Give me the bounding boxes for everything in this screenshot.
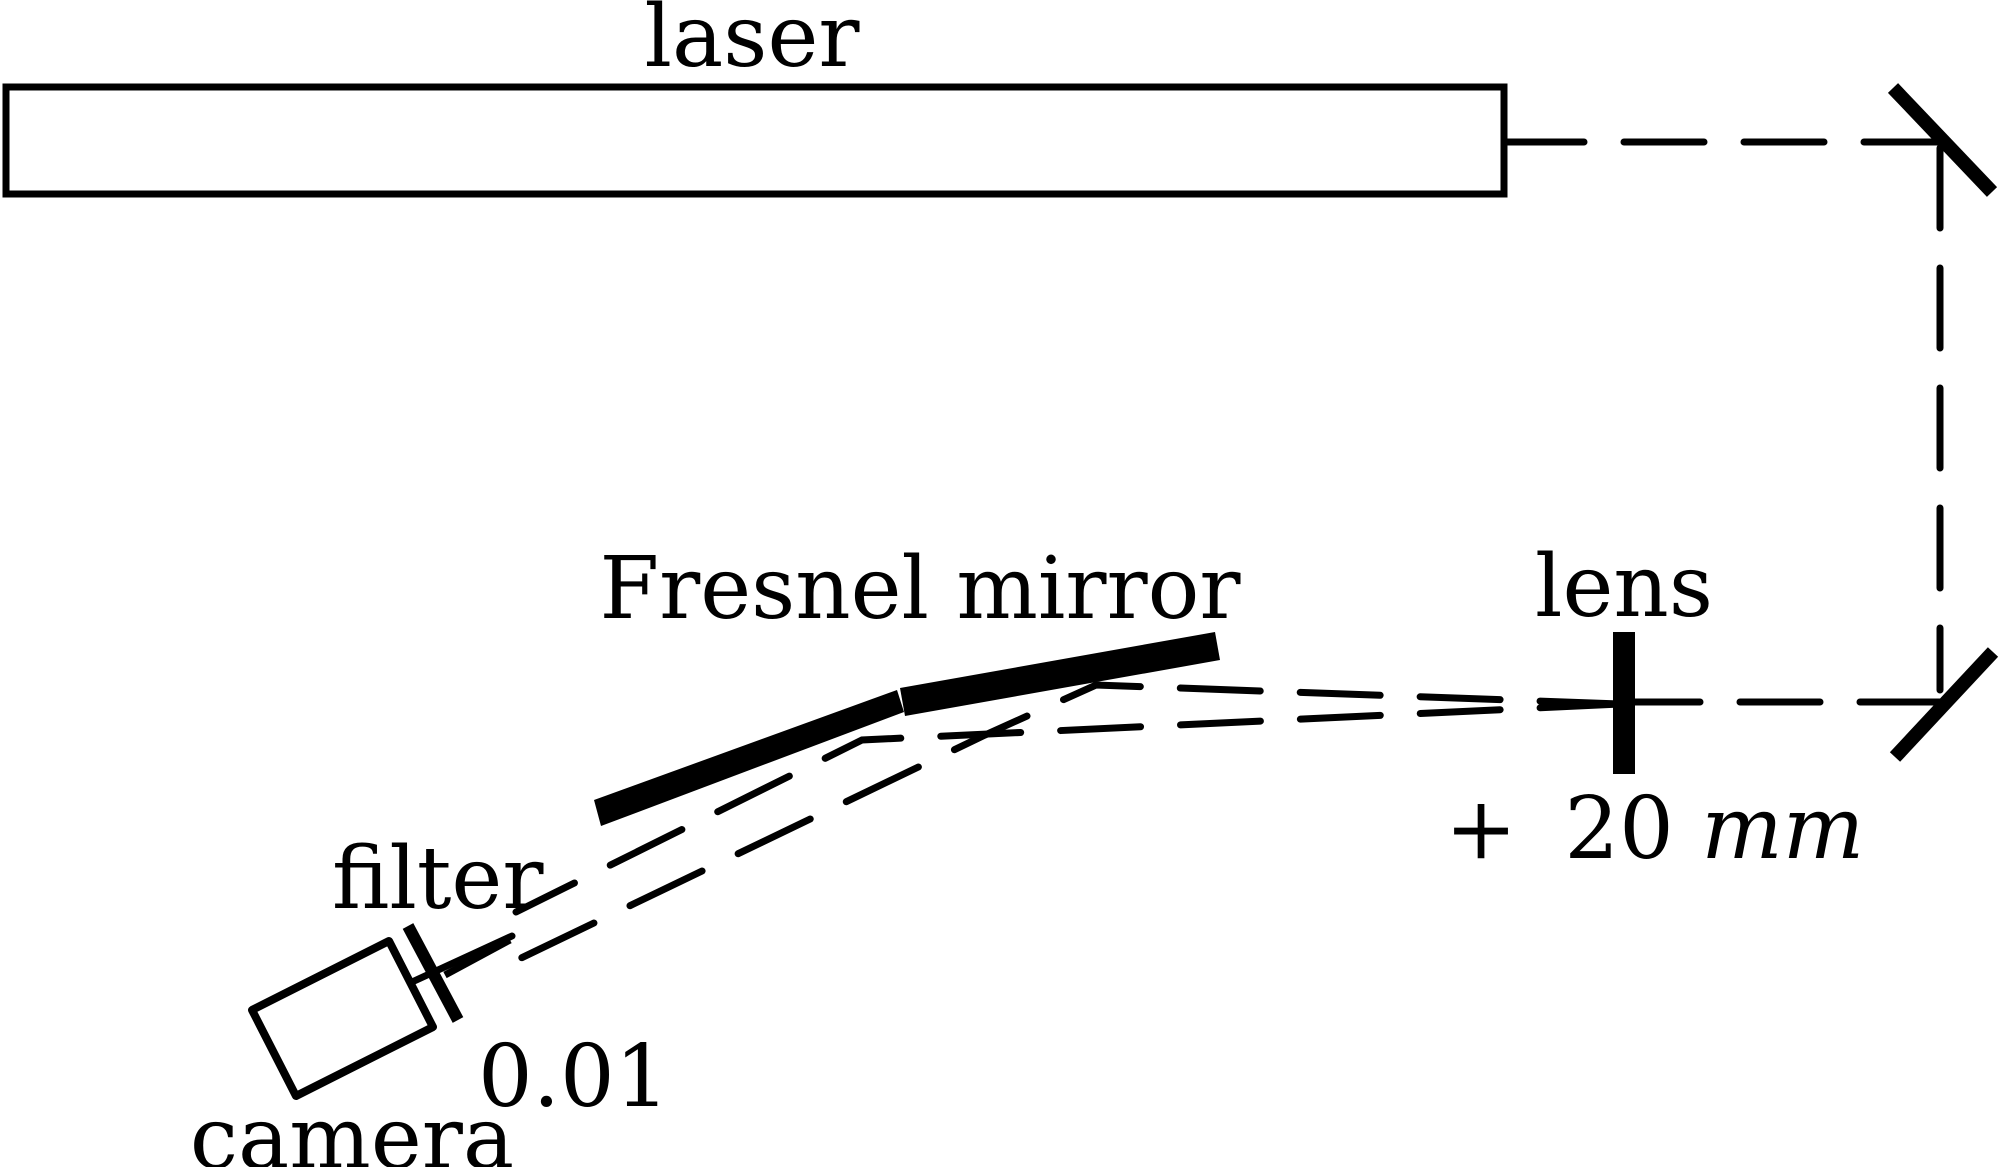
beam-lower-path xyxy=(512,700,1624,916)
laser-body xyxy=(2,83,1508,198)
lens-label: lens xyxy=(1535,537,1713,637)
fold-mirror-bottom xyxy=(1889,647,1999,762)
filter-label: filter xyxy=(332,829,544,929)
laser-label: laser xyxy=(645,0,861,87)
lens-focal-value: 20 xyxy=(1564,779,1673,879)
camera-label: camera xyxy=(190,1089,514,1167)
fresnel-mirror-label: Fresnel mirror xyxy=(599,539,1241,639)
lens-focal-unit: mm xyxy=(1701,779,1864,879)
lens-focal-sign: + xyxy=(1445,779,1517,879)
filter-transmission-label: 0.01 xyxy=(478,1027,669,1127)
svg-text:+ 20 mm: + 20 mm xyxy=(1445,779,1864,879)
fresnel-mirror xyxy=(594,632,1220,826)
fresnel-mirror-right-half xyxy=(900,632,1220,716)
lens-focal-length: + 20 mm xyxy=(1445,779,1864,879)
beam-upper-path xyxy=(513,681,1624,964)
camera-body xyxy=(248,937,437,1100)
fresnel-mirror-left-half xyxy=(594,690,904,826)
fold-mirror-top xyxy=(1887,83,1998,197)
filter-element xyxy=(402,923,512,1023)
